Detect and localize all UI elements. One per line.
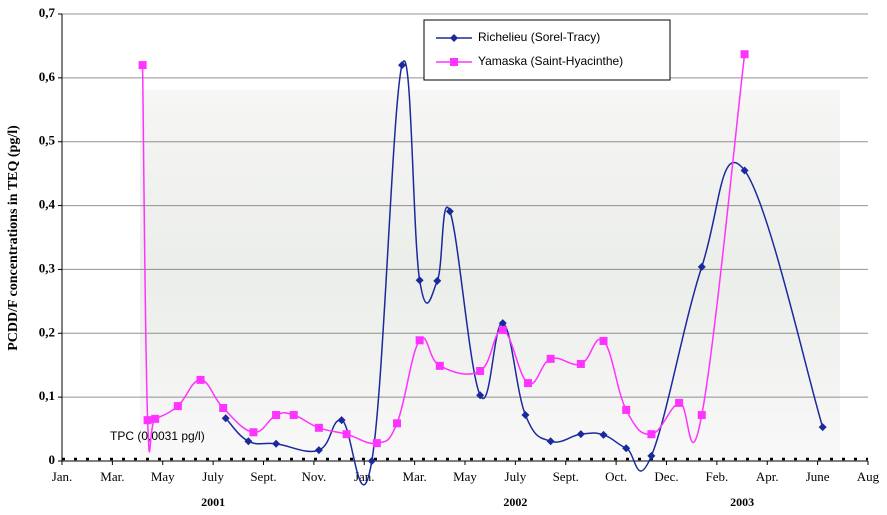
x-tick-label: May: [151, 469, 175, 484]
point: [546, 354, 555, 363]
point: [647, 430, 656, 439]
point: [445, 207, 454, 216]
point: [342, 430, 351, 439]
point: [576, 430, 585, 439]
point: [143, 416, 152, 425]
x-tick-label: Feb.: [706, 469, 729, 484]
point: [415, 276, 424, 285]
y-axis-label: PCDD/F concentrations in TEQ (pg/l): [6, 125, 21, 351]
point: [622, 444, 631, 453]
point: [173, 402, 182, 411]
point: [498, 319, 507, 328]
y-tick-label: 0,2: [39, 324, 55, 339]
point: [675, 398, 684, 407]
x-tick-label: May: [453, 469, 477, 484]
point: [697, 262, 706, 271]
x-tick-label: Dec.: [654, 469, 678, 484]
y-tick-label: 0,4: [39, 197, 56, 212]
point: [221, 414, 230, 423]
point: [433, 276, 442, 285]
legend-marker: [450, 58, 458, 66]
point: [476, 366, 485, 375]
point: [622, 405, 631, 414]
series-line: [225, 60, 824, 486]
point: [576, 359, 585, 368]
point: [415, 336, 424, 345]
y-tick-label: 0,6: [39, 69, 56, 84]
x-tick-label: Sept.: [553, 469, 579, 484]
point: [367, 457, 376, 465]
point: [523, 379, 532, 388]
point: [435, 361, 444, 370]
x-tick-label: July: [505, 469, 527, 484]
x-tick-label: Oct.: [605, 469, 627, 484]
point: [337, 416, 346, 425]
x-tick-label: June: [806, 469, 830, 484]
point: [392, 419, 401, 428]
point: [249, 428, 258, 437]
annotation: TPC (0,0031 pg/l): [110, 429, 205, 443]
legend-label: Yamaska (Saint-Hyacinthe): [478, 54, 623, 68]
point: [476, 391, 485, 400]
legend-label: Richelieu (Sorel-Tracy): [478, 30, 600, 44]
y-tick-label: 0,5: [39, 133, 56, 148]
point: [272, 439, 281, 448]
point: [599, 430, 608, 439]
point: [647, 451, 656, 460]
point: [521, 411, 530, 420]
point: [740, 50, 749, 59]
point: [244, 437, 253, 446]
point: [372, 439, 381, 448]
point: [398, 61, 407, 70]
point: [219, 403, 228, 412]
point: [546, 437, 555, 446]
x-tick-label: Mar.: [100, 469, 124, 484]
x-tick-label: Mar.: [403, 469, 427, 484]
year-label: 2003: [730, 495, 754, 509]
legend: Richelieu (Sorel-Tracy) Yamaska (Saint-Hy…: [423, 19, 671, 81]
y-tick-label: 0,1: [39, 388, 55, 403]
x-tick-label: July: [202, 469, 224, 484]
point: [314, 423, 323, 432]
point: [697, 411, 706, 420]
x-tick-label: Apr.: [756, 469, 779, 484]
background-photo: [140, 90, 840, 460]
point: [138, 61, 147, 70]
point: [740, 166, 749, 175]
x-tick-label: Nov.: [301, 469, 326, 484]
point: [314, 446, 323, 455]
point: [289, 411, 298, 420]
point: [151, 414, 160, 423]
point: [498, 326, 507, 335]
x-tick-label: Jan.: [52, 469, 73, 484]
point: [818, 423, 827, 432]
y-tick-label: 0: [49, 452, 56, 467]
x-tick-label: Sept.: [250, 469, 276, 484]
point: [196, 375, 205, 384]
x-tick-label: Aug: [857, 469, 880, 484]
y-tick-label: 0,7: [39, 5, 56, 20]
year-label: 2001: [201, 495, 225, 509]
year-label: 2002: [503, 495, 527, 509]
point: [272, 411, 281, 420]
y-tick-label: 0,3: [39, 260, 56, 275]
legend-box: [423, 19, 671, 81]
point: [599, 336, 608, 345]
legend-marker: [450, 34, 458, 42]
